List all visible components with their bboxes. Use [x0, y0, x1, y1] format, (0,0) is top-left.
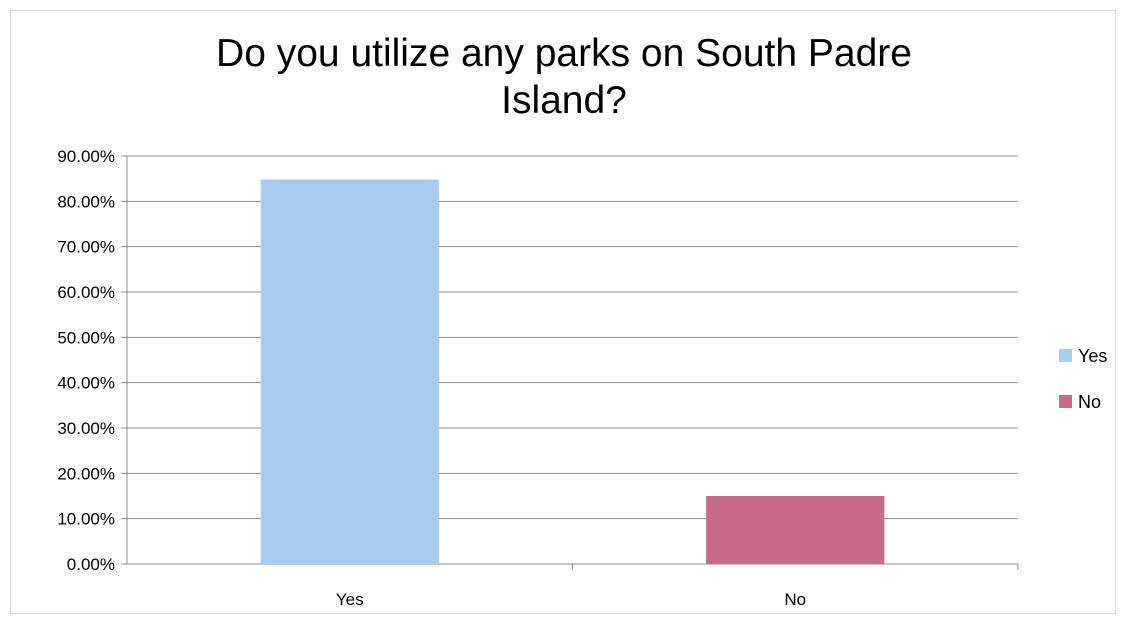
- y-tick-label: 10.00%: [57, 510, 115, 529]
- y-tick-label: 80.00%: [57, 192, 115, 211]
- bar-yes: [260, 179, 439, 564]
- x-tick-label: Yes: [336, 590, 364, 609]
- legend-label-yes: Yes: [1078, 346, 1107, 366]
- y-tick-label: 50.00%: [57, 328, 115, 347]
- y-tick-label: 20.00%: [57, 464, 115, 483]
- legend-swatch-yes: [1059, 349, 1072, 362]
- y-tick-label: 60.00%: [57, 283, 115, 302]
- bars: [260, 179, 885, 564]
- x-tick-label: No: [784, 590, 806, 609]
- legend: Yes No: [1059, 346, 1107, 412]
- bar-no: [706, 496, 885, 564]
- chart-title: Do you utilize any parks on South Padre …: [216, 32, 912, 122]
- y-tick-label: 30.00%: [57, 419, 115, 438]
- y-tick-label: 0.00%: [67, 555, 115, 574]
- legend-swatch-no: [1059, 395, 1072, 408]
- x-axis: Yes No: [127, 563, 1019, 609]
- y-tick-label: 70.00%: [57, 238, 115, 257]
- y-tick-label: 90.00%: [57, 147, 115, 166]
- y-axis: 0.00% 10.00% 20.00% 30.00% 40.00% 50.00% 60.00…: [57, 147, 128, 574]
- chart-frame: [10, 10, 1116, 614]
- legend-label-no: No: [1078, 392, 1101, 412]
- y-tick-label: 40.00%: [57, 374, 115, 393]
